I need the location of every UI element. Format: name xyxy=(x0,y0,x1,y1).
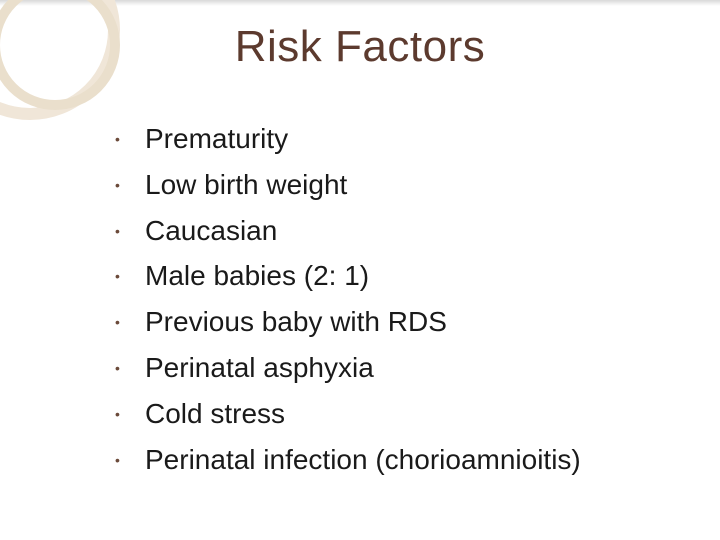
list-item: • Male babies (2: 1) xyxy=(115,257,680,295)
list-item: • Cold stress xyxy=(115,395,680,433)
bullet-list: • Prematurity • Low birth weight • Cauca… xyxy=(115,120,680,486)
list-item-text: Low birth weight xyxy=(145,166,347,204)
bullet-icon: • xyxy=(115,441,145,468)
bullet-icon: • xyxy=(115,395,145,422)
list-item-text: Cold stress xyxy=(145,395,285,433)
list-item: • Perinatal asphyxia xyxy=(115,349,680,387)
slide-title: Risk Factors xyxy=(0,22,720,72)
bullet-icon: • xyxy=(115,303,145,330)
list-item-text: Male babies (2: 1) xyxy=(145,257,369,295)
bullet-icon: • xyxy=(115,349,145,376)
list-item: • Caucasian xyxy=(115,212,680,250)
list-item: • Low birth weight xyxy=(115,166,680,204)
list-item-text: Perinatal asphyxia xyxy=(145,349,374,387)
list-item: • Perinatal infection (chorioamnioitis) xyxy=(115,441,680,479)
list-item: • Previous baby with RDS xyxy=(115,303,680,341)
list-item-text: Previous baby with RDS xyxy=(145,303,447,341)
list-item: • Prematurity xyxy=(115,120,680,158)
bullet-icon: • xyxy=(115,257,145,284)
list-item-text: Caucasian xyxy=(145,212,277,250)
top-shadow xyxy=(0,0,720,6)
bullet-icon: • xyxy=(115,212,145,239)
bullet-icon: • xyxy=(115,166,145,193)
bullet-icon: • xyxy=(115,120,145,147)
list-item-text: Prematurity xyxy=(145,120,288,158)
list-item-text: Perinatal infection (chorioamnioitis) xyxy=(145,441,581,479)
